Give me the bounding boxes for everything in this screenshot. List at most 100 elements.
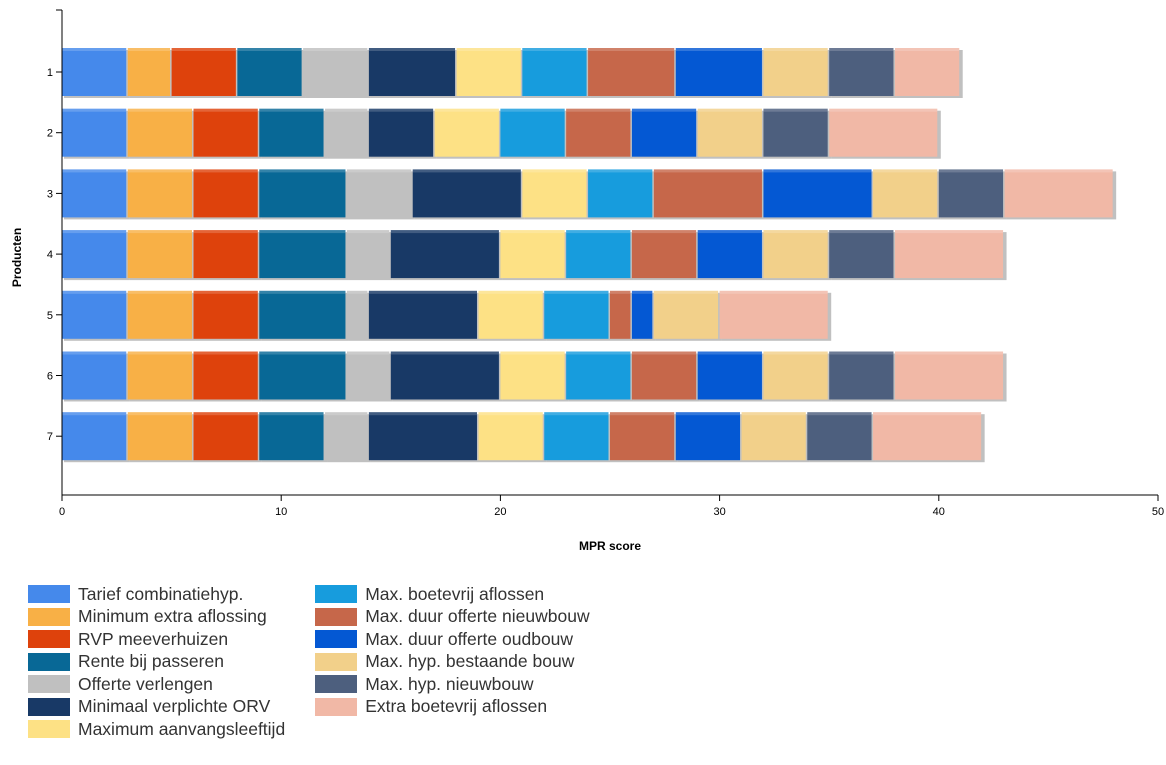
bar-segment — [631, 351, 700, 402]
bar-segment — [412, 169, 525, 220]
y-tick-label: 7 — [47, 431, 53, 443]
bar-segment — [193, 169, 262, 220]
bar-segment — [763, 169, 876, 220]
bar-segment — [500, 351, 569, 402]
bar-segment — [675, 412, 744, 463]
bar-segment — [829, 108, 941, 159]
bar-segment — [127, 108, 196, 159]
bar-segment — [719, 290, 832, 341]
bar-segment — [610, 290, 634, 341]
bar-segment — [456, 48, 525, 98]
legend-label: RVP meeverhuizen — [78, 628, 229, 649]
y-tick-label: 1 — [47, 67, 53, 79]
bar-segment — [127, 169, 196, 220]
bar-segment — [193, 351, 262, 402]
x-tick-label: 50 — [1152, 506, 1164, 518]
bar-segment — [193, 108, 262, 159]
bar-segment — [763, 230, 832, 281]
legend-label: Max. boetevrij aflossen — [365, 583, 545, 604]
bar-segment — [631, 108, 700, 159]
bar-segment — [500, 230, 569, 281]
legend-swatch — [315, 585, 358, 604]
legend-item: Extra boetevrij aflossen — [315, 696, 589, 719]
bar-segment — [653, 290, 722, 341]
bar-segment — [697, 108, 766, 159]
legend-label: Offerte verlengen — [78, 673, 213, 694]
legend-label: Max. duur offerte oudbouw — [365, 628, 574, 649]
legend-swatch — [315, 697, 358, 716]
bar-segment — [522, 169, 591, 220]
legend-label: Max. duur offerte nieuwbouw — [365, 606, 590, 627]
bar-segment — [631, 290, 656, 341]
x-axis-title: MPR score — [579, 539, 641, 553]
bar-segment — [259, 351, 349, 402]
bar-segment — [193, 230, 262, 281]
bars-group — [62, 48, 1117, 463]
legend-label: Minimaal verplichte ORV — [78, 696, 271, 717]
legend-item: Max. boetevrij aflossen — [315, 583, 589, 606]
bar-segment — [588, 48, 678, 98]
bar-segment — [237, 48, 306, 98]
bar-segment — [325, 108, 371, 159]
bar-segment — [1004, 169, 1117, 220]
bar-segment — [62, 48, 130, 98]
bar-segment — [193, 412, 262, 463]
bar-segment — [62, 290, 130, 341]
bar-segment — [346, 351, 393, 402]
bar-segment — [346, 290, 371, 341]
bar-segment — [938, 169, 1007, 220]
bar-segment — [62, 412, 130, 463]
bar-segment — [390, 351, 503, 402]
legend-swatch — [315, 607, 358, 626]
bar-segment — [807, 412, 876, 463]
legend-label: Max. hyp. bestaande bouw — [365, 651, 575, 672]
bar-segment — [763, 48, 832, 98]
bar-segment — [544, 412, 612, 463]
bar-segment — [127, 290, 196, 341]
legend-label: Extra boetevrij aflossen — [365, 696, 548, 717]
legend-label: Max. hyp. nieuwbouw — [365, 673, 534, 694]
bar-segment — [259, 230, 349, 281]
legend-label: Minimum extra aflossing — [78, 606, 267, 627]
bar-segment — [544, 290, 612, 341]
legend-item: Max. hyp. nieuwbouw — [315, 673, 589, 696]
bar-segment — [894, 48, 963, 98]
legend-item: Max. duur offerte oudbouw — [315, 628, 589, 651]
bar-segment — [259, 412, 328, 463]
legend-item: Minimaal verplichte ORV — [28, 696, 285, 719]
legend-swatch — [315, 652, 358, 671]
legend-item: Rente bij passeren — [28, 651, 285, 674]
legend: Tarief combinatiehyp. Minimum extra aflos… — [28, 583, 590, 741]
bar-segment — [873, 412, 985, 463]
legend-item: Max. hyp. bestaande bouw — [315, 651, 589, 674]
stacked-bar-chart: 0 10 20 30 40 50 1 2 3 4 5 6 7 MPR score Producten — [10, 9, 1164, 553]
bar-segment — [259, 169, 349, 220]
bar-segment — [763, 108, 832, 159]
bar-segment — [62, 108, 130, 159]
bar-segment — [894, 351, 1007, 402]
bar-segment — [894, 230, 1007, 281]
bar-segment — [631, 230, 700, 281]
bar-segment — [127, 230, 196, 281]
bar-segment — [62, 230, 130, 281]
bar-segment — [873, 169, 941, 220]
y-tick-label: 5 — [47, 310, 53, 322]
legend-swatch — [28, 607, 70, 626]
x-axis-ticks: 0 10 20 30 40 50 — [59, 495, 1164, 518]
y-tick-label: 2 — [47, 128, 53, 140]
bar-segment — [566, 230, 634, 281]
bar-segment — [478, 412, 547, 463]
bar-segment — [346, 169, 415, 220]
bar-segment — [171, 48, 240, 98]
bar-segment — [500, 108, 569, 159]
bar-segment — [368, 412, 481, 463]
bar-segment — [193, 290, 262, 341]
bar-segment — [829, 351, 897, 402]
legend-swatch — [28, 697, 70, 716]
bar-segment — [368, 108, 437, 159]
y-tick-label: 3 — [47, 188, 53, 200]
bar-segment — [566, 351, 634, 402]
x-tick-label: 10 — [275, 506, 287, 518]
y-tick-label: 6 — [47, 371, 53, 383]
y-axis-ticks: 1 2 3 4 5 6 7 — [47, 9, 62, 443]
